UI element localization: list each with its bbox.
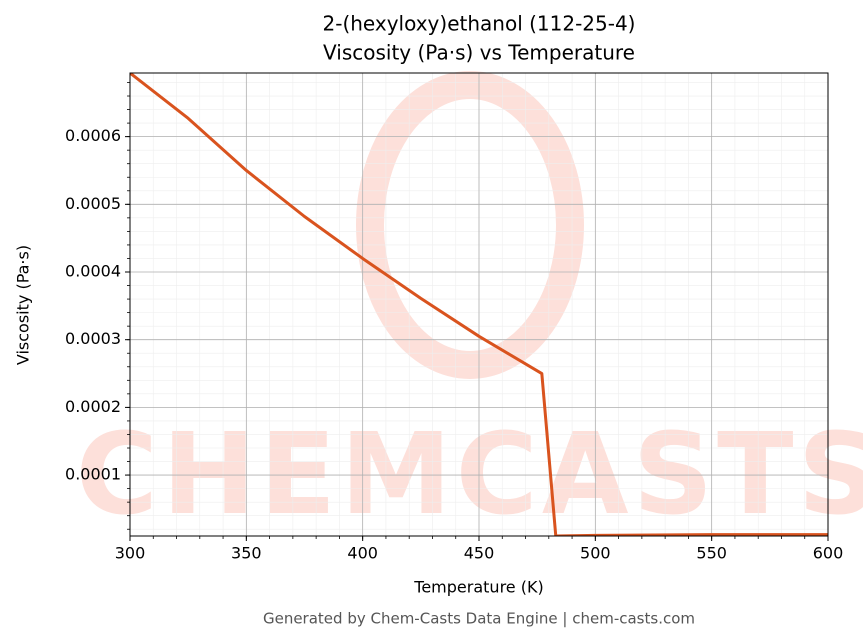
y-tick-label: 0.0003 — [65, 329, 121, 348]
y-axis-label: Viscosity (Pa·s) — [14, 245, 33, 365]
y-tick-label: 0.0006 — [65, 126, 121, 145]
y-tick-label: 0.0004 — [65, 262, 121, 281]
x-tick-label: 400 — [347, 544, 378, 563]
chart-title: 2-(hexyloxy)ethanol (112-25-4) — [323, 12, 636, 36]
plot-frame — [129, 72, 829, 537]
x-tick-label: 300 — [115, 544, 146, 563]
footer: Generated by Chem-Casts Data Engine | ch… — [263, 610, 695, 628]
x-axis-label: Temperature (K) — [413, 578, 543, 597]
chart-subtitle: Viscosity (Pa·s) vs Temperature — [323, 41, 635, 65]
x-tick-label: 600 — [813, 544, 844, 563]
x-tick-label: 350 — [231, 544, 262, 563]
x-tick-label: 450 — [464, 544, 495, 563]
y-tick-label: 0.0001 — [65, 465, 121, 484]
x-tick-label: 500 — [580, 544, 611, 563]
y-tick-label: 0.0005 — [65, 194, 121, 213]
y-tick-label: 0.0002 — [65, 397, 121, 416]
x-tick-label: 550 — [696, 544, 727, 563]
watermark-logo — [356, 71, 584, 379]
data-line — [130, 73, 828, 536]
